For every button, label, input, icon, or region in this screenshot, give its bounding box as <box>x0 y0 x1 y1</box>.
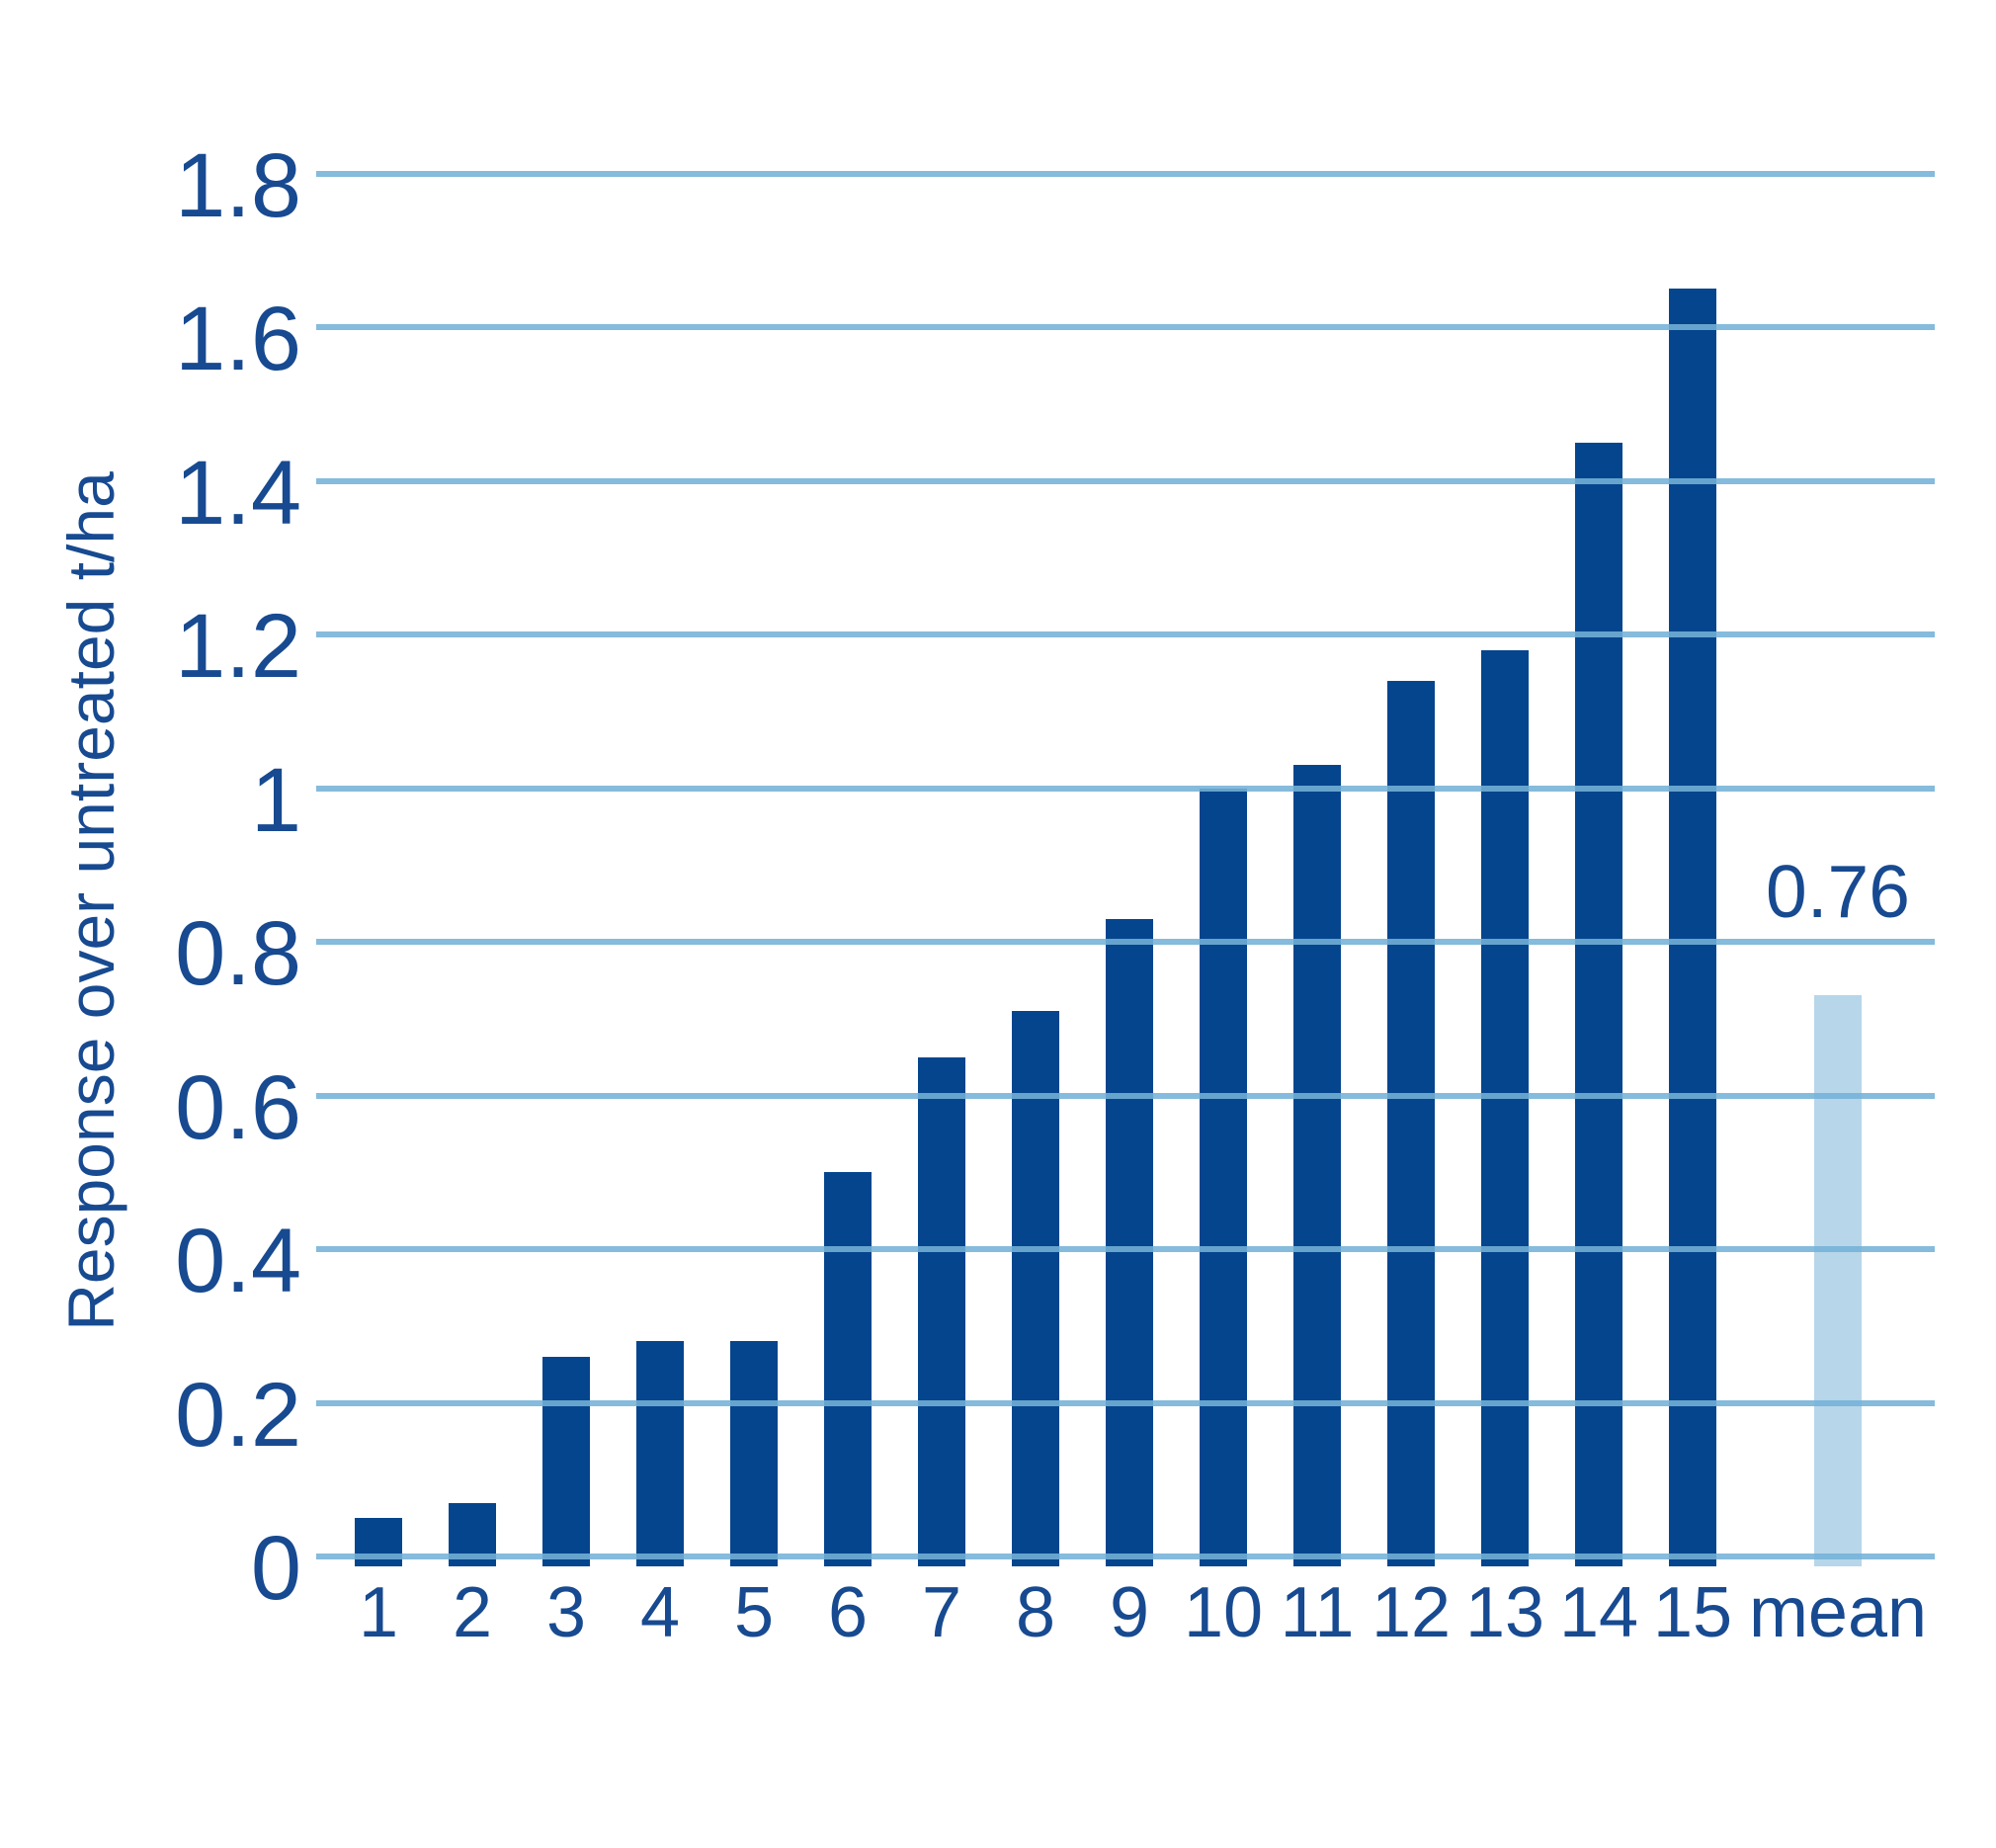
y-tick-label-1.2: 1.2 <box>175 596 301 697</box>
bar-13 <box>1481 649 1529 1566</box>
gridline-0.4 <box>316 1246 1935 1252</box>
x-label-14: 14 <box>1558 1573 1639 1652</box>
x-label-2: 2 <box>452 1573 493 1652</box>
bar-11 <box>1293 765 1341 1566</box>
bar-14 <box>1575 442 1622 1566</box>
x-label-12: 12 <box>1371 1573 1452 1652</box>
y-tick-label-1.4: 1.4 <box>175 442 301 544</box>
x-label-11: 11 <box>1280 1573 1355 1652</box>
x-label-1: 1 <box>358 1573 399 1652</box>
y-tick-label-1.6: 1.6 <box>175 289 301 389</box>
gridline-1 <box>316 785 1935 792</box>
y-tick-label-0.8: 0.8 <box>175 903 301 1004</box>
mean-value-label: 0.76 <box>1766 850 1910 933</box>
bar-5 <box>730 1341 778 1566</box>
gridline-0.8 <box>316 939 1935 945</box>
bar-9 <box>1106 918 1153 1566</box>
y-tick-label-1.8: 1.8 <box>175 134 301 236</box>
gridline-1.2 <box>316 631 1935 637</box>
bar-15 <box>1669 289 1716 1566</box>
bar-3 <box>542 1356 590 1566</box>
x-label-4: 4 <box>639 1573 681 1652</box>
x-label-3: 3 <box>545 1573 587 1652</box>
bar-10 <box>1200 788 1247 1566</box>
x-label-5: 5 <box>733 1573 775 1652</box>
y-tick-label-0.2: 0.2 <box>175 1364 301 1466</box>
x-label-10: 10 <box>1183 1573 1264 1652</box>
x-label-15: 15 <box>1652 1573 1733 1652</box>
bar-7 <box>918 1056 965 1566</box>
gridline-0.2 <box>316 1399 1935 1406</box>
x-label-8: 8 <box>1015 1573 1056 1652</box>
bar-8 <box>1012 1010 1059 1566</box>
gridline-1.4 <box>316 477 1935 484</box>
x-label-9: 9 <box>1109 1573 1150 1652</box>
x-label-mean: mean <box>1748 1573 1928 1652</box>
x-label-6: 6 <box>827 1573 869 1652</box>
bar-mean <box>1814 995 1862 1566</box>
y-tick-label-0.6: 0.6 <box>175 1056 301 1158</box>
gridline-0.6 <box>316 1092 1935 1099</box>
bar-12 <box>1387 680 1435 1566</box>
gridline-1.8 <box>316 170 1935 177</box>
gridline-0 <box>316 1554 1935 1559</box>
gridline-1.6 <box>316 324 1935 330</box>
y-tick-label-0: 0 <box>250 1518 301 1619</box>
x-label-13: 13 <box>1464 1573 1545 1652</box>
x-label-7: 7 <box>921 1573 962 1652</box>
bar-4 <box>636 1341 684 1566</box>
y-tick-label-0.4: 0.4 <box>175 1211 301 1311</box>
bar-6 <box>824 1172 872 1566</box>
y-tick-label-1: 1 <box>250 749 301 851</box>
